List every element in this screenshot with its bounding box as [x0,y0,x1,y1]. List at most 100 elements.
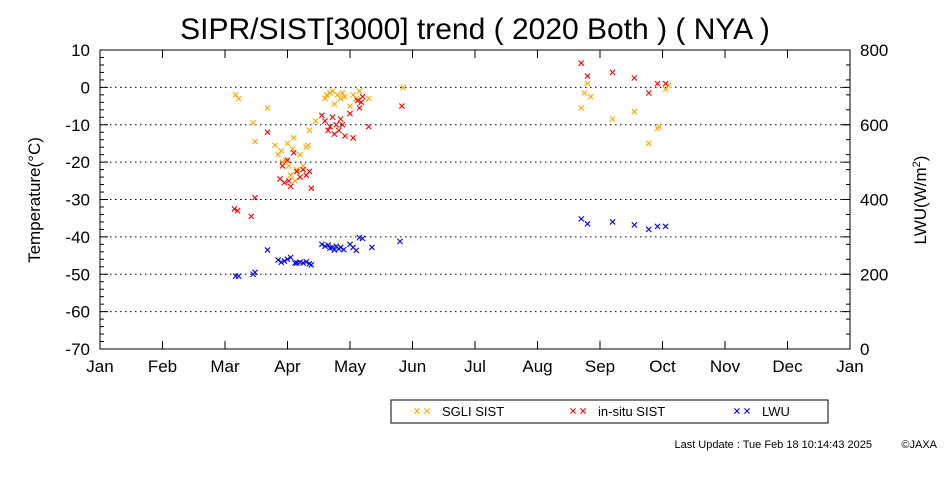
left-axis-ticks: 10 0 -10 -20 -30 -40 -50 -60 -70 [65,41,850,359]
legend-label: SGLI SIST [442,404,504,419]
data-point [335,127,342,134]
data-point [308,261,315,268]
y-tick-label: -60 [65,303,90,322]
data-point [609,218,616,225]
data-point [325,127,332,134]
data-point [631,221,638,228]
data-point [337,244,344,251]
data-point [284,256,291,263]
legend-label: in-situ SIST [598,404,665,419]
data-point [318,241,325,248]
legend-label: LWU [762,404,790,419]
data-point [306,127,313,134]
y2-tick-label: 400 [860,191,888,210]
x-tick-label: Jul [464,357,486,376]
last-update-text: Last Update : Tue Feb 18 10:14:43 2025 [674,439,872,451]
data-point [365,95,372,102]
data-point [289,146,296,153]
y-tick-label: -20 [65,153,90,172]
data-point [656,123,663,130]
data-point [297,151,303,158]
legend-marker [580,408,586,414]
y-tick-label: -70 [65,340,90,359]
data-point [293,168,300,175]
data-point [358,99,365,106]
data-point [278,147,285,154]
legend-marker [570,408,576,414]
data-point [340,246,347,253]
x-axis-ticks: Jan Feb Mar Apr May Jun Jul Aug Sep Oct Nov Dec Jan [86,50,864,376]
data-point [235,95,242,102]
y2-tick-label: 200 [860,265,888,284]
data-point [322,243,328,250]
x-tick-label: Jan [836,357,863,376]
data-point [284,157,291,164]
data-point [337,95,344,102]
y-tick-label: 0 [81,78,90,97]
data-point [365,123,372,130]
data-point [306,168,313,175]
data-point [631,75,638,82]
copyright-text: ©JAXA [901,439,937,451]
x-tick-label: Jan [86,357,113,376]
data-points [231,60,672,280]
data-point [645,89,652,96]
data-point [285,177,292,184]
data-point [347,110,353,117]
data-point [252,138,258,145]
legend-marker [744,408,750,414]
data-point [609,116,616,123]
x-tick-label: May [334,357,367,376]
data-point [272,142,278,149]
data-point [287,254,294,261]
data-point [339,121,346,128]
data-point [398,103,405,110]
y2-tick-label: 0 [860,340,869,359]
data-point [329,88,336,95]
y-tick-label: -40 [65,228,90,247]
data-point [287,183,294,190]
x-tick-label: Jun [399,357,426,376]
y2-axis-label-end: ) [911,156,930,162]
data-point [322,95,328,102]
data-point [278,259,285,266]
data-point [400,84,407,91]
data-point [323,91,330,98]
legend-marker [734,408,740,414]
x-tick-label: Sep [585,357,615,376]
data-point [322,118,328,125]
data-point [347,103,353,110]
y2-tick-label: 600 [860,116,888,135]
data-point [578,60,585,67]
data-point [285,162,292,169]
data-point [645,226,652,233]
legend-box [390,399,829,424]
x-tick-label: Mar [210,357,240,376]
series-sgli-sist [232,80,672,184]
data-point [292,177,298,184]
data-point [327,123,333,130]
data-point [300,260,307,267]
data-point [333,121,340,128]
data-point [665,82,672,89]
data-point [275,257,282,264]
data-point [645,140,652,147]
data-point [290,149,297,156]
legend-marker [424,408,430,414]
data-point [584,220,591,227]
data-point [284,140,291,147]
data-point [331,101,338,108]
x-tick-label: Aug [522,357,552,376]
y2-axis-label-sup: 2 [911,161,923,167]
data-point [609,69,616,76]
data-point [354,97,361,104]
x-tick-label: Nov [710,357,741,376]
data-point [300,166,307,173]
y2-axis-label-main: LWU(W/m [911,167,930,244]
data-point [654,80,661,87]
data-point [337,116,344,123]
data-point [578,215,585,222]
data-point [231,205,238,212]
legend: SGLI SIST in-situ SIST LWU [390,399,829,424]
data-point [350,134,357,141]
